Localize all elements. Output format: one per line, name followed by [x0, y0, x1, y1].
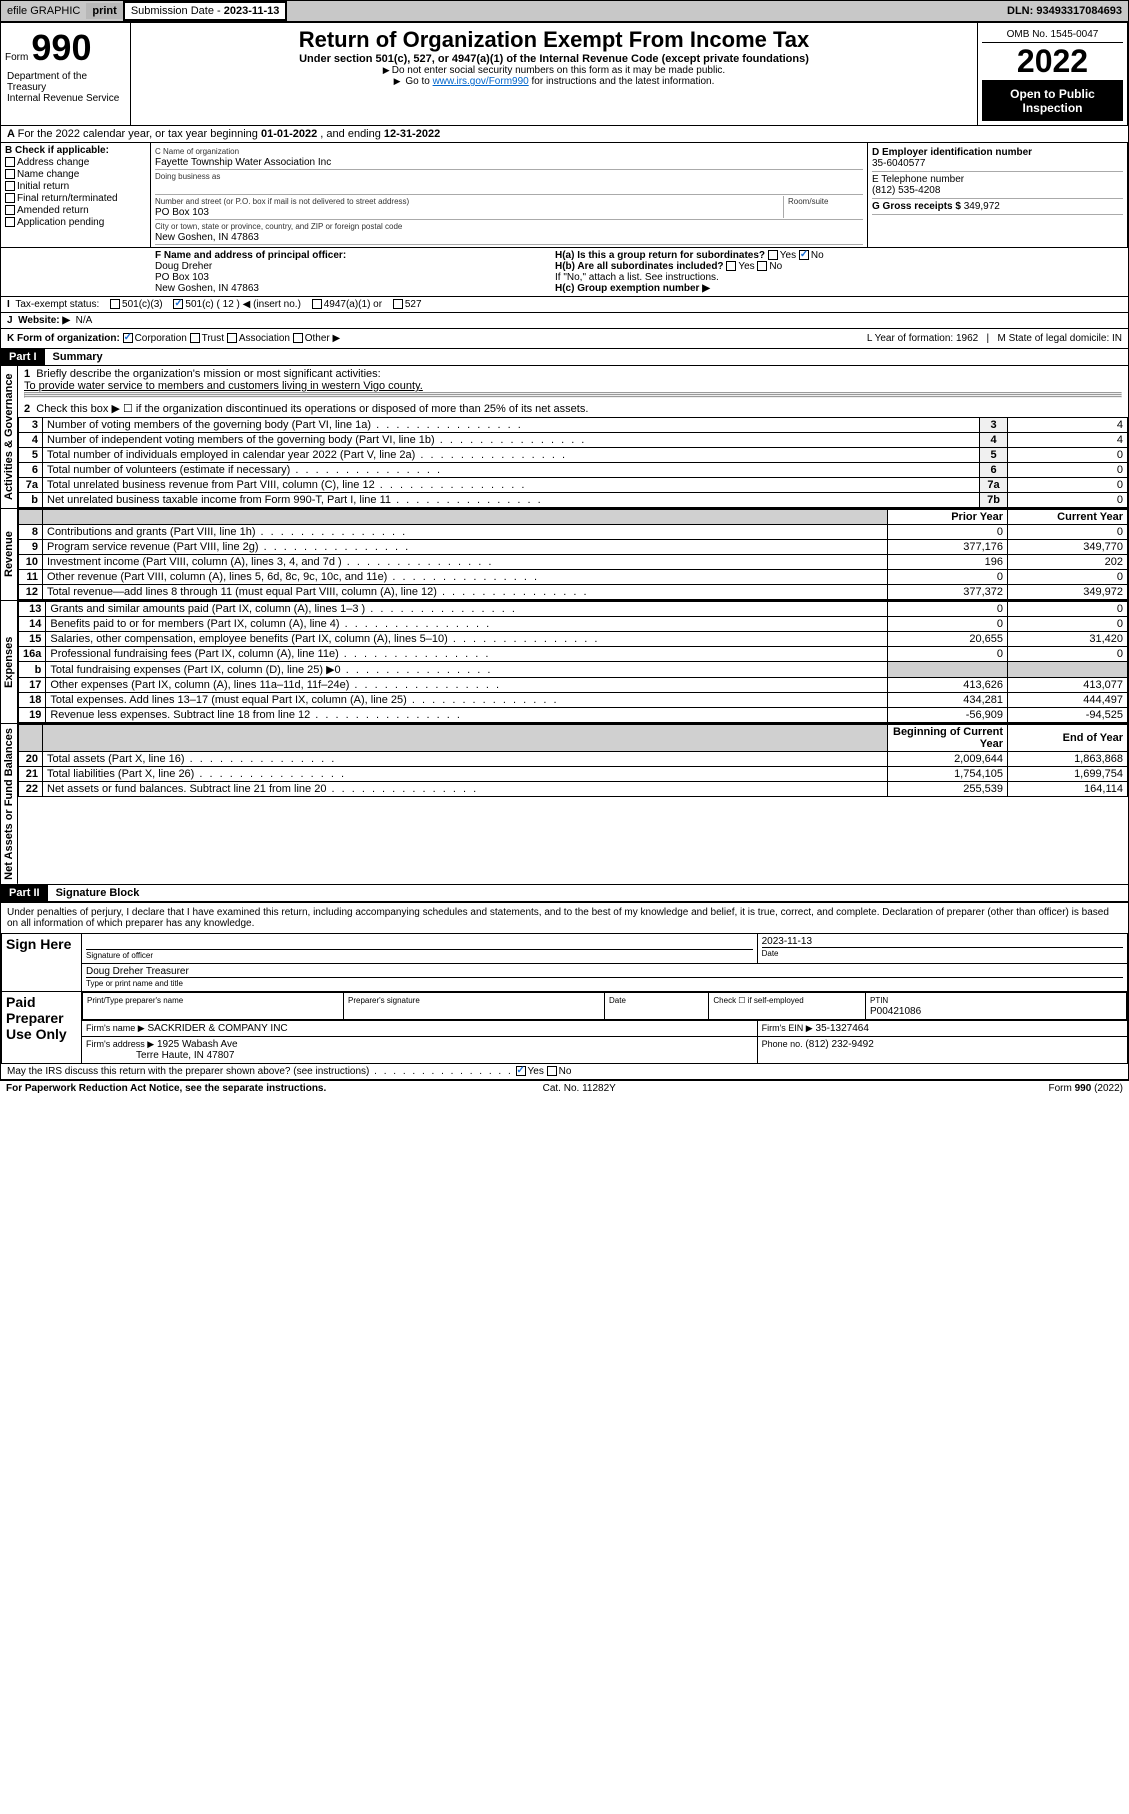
print-button[interactable]: print [86, 3, 122, 19]
goto-note: Go to www.irs.gov/Form990 for instructio… [135, 76, 973, 87]
gross-receipts: 349,972 [964, 201, 1000, 212]
side-revenue: Revenue [1, 509, 18, 600]
cb-discuss-no[interactable] [547, 1066, 557, 1076]
efile-label: efile GRAPHIC [1, 3, 86, 19]
mission-text: To provide water service to members and … [24, 380, 423, 392]
cb-other[interactable] [293, 333, 303, 343]
open-inspection: Open to Public Inspection [982, 81, 1123, 121]
section-bcd: B Check if applicable: Address change Na… [0, 143, 1129, 248]
section-klm: K Form of organization: Corporation Trus… [0, 329, 1129, 349]
cb-ha-yes[interactable] [768, 250, 778, 260]
section-c: C Name of organizationFayette Township W… [151, 143, 868, 247]
omb-number: OMB No. 1545-0047 [982, 27, 1123, 43]
form-title-box: Return of Organization Exempt From Incom… [131, 23, 978, 125]
signature-block: Under penalties of perjury, I declare th… [0, 902, 1129, 1080]
perjury-declaration: Under penalties of perjury, I declare th… [1, 903, 1128, 933]
table-net-assets: Beginning of Current YearEnd of Year 20T… [18, 724, 1128, 797]
cb-initial-return[interactable] [5, 181, 15, 191]
topbar: efile GRAPHIC print Submission Date - 20… [0, 0, 1129, 22]
officer-printed: Doug Dreher Treasurer [86, 966, 189, 977]
irs-link[interactable]: www.irs.gov/Form990 [433, 76, 529, 87]
tax-year: 2022 [982, 43, 1123, 81]
part2-header: Part II Signature Block [0, 885, 1129, 902]
year-formation: L Year of formation: 1962 [867, 333, 978, 344]
phone: (812) 535-4208 [872, 185, 940, 196]
section-j: J Website: ▶ N/A [0, 313, 1129, 329]
section-f: F Name and address of principal officer:… [151, 248, 551, 296]
cb-app-pending[interactable] [5, 217, 15, 227]
page-footer: For Paperwork Reduction Act Notice, see … [0, 1080, 1129, 1096]
section-fh: F Name and address of principal officer:… [0, 248, 1129, 297]
section-deg: D Employer identification number35-60405… [868, 143, 1128, 247]
cb-ha-no[interactable] [799, 250, 809, 260]
cb-assoc[interactable] [227, 333, 237, 343]
form-label: Form [5, 52, 28, 63]
section-i: I Tax-exempt status: 501(c)(3) 501(c) ( … [0, 297, 1129, 313]
dept-treasury: Department of the Treasury Internal Reve… [5, 69, 126, 106]
form-title: Return of Organization Exempt From Incom… [135, 27, 973, 53]
form-number: 990 [31, 27, 91, 68]
firm-phone: (812) 232-9492 [805, 1039, 873, 1050]
cb-corp[interactable] [123, 333, 133, 343]
form-header: Form 990 Department of the Treasury Inte… [0, 22, 1129, 126]
table-ag: 3Number of voting members of the governi… [18, 417, 1128, 508]
side-activities-governance: Activities & Governance [1, 366, 18, 508]
firm-ein: 35-1327464 [816, 1023, 869, 1034]
cb-hb-no[interactable] [757, 261, 767, 271]
street-address: PO Box 103 [155, 207, 209, 218]
state-domicile: M State of legal domicile: IN [998, 333, 1123, 344]
cb-name-change[interactable] [5, 169, 15, 179]
cb-501c[interactable] [173, 299, 183, 309]
firm-name: SACKRIDER & COMPANY INC [147, 1023, 287, 1034]
ssn-note: Do not enter social security numbers on … [135, 65, 973, 76]
city-state-zip: New Goshen, IN 47863 [155, 232, 259, 243]
org-name: Fayette Township Water Association Inc [155, 157, 331, 168]
website: N/A [76, 315, 93, 326]
section-h: H(a) Is this a group return for subordin… [551, 248, 1128, 296]
firm-addr: 1925 Wabash Ave [157, 1039, 238, 1050]
cb-hb-yes[interactable] [726, 261, 736, 271]
paid-preparer-label: Paid Preparer Use Only [2, 991, 82, 1063]
cb-527[interactable] [393, 299, 403, 309]
cb-trust[interactable] [190, 333, 200, 343]
form-subtitle: Under section 501(c), 527, or 4947(a)(1)… [135, 53, 973, 65]
ein: 35-6040577 [872, 158, 925, 169]
line-a: A For the 2022 calendar year, or tax yea… [0, 126, 1129, 143]
table-expenses: 13Grants and similar amounts paid (Part … [18, 601, 1128, 723]
submission-date: Submission Date - 2023-11-13 [123, 1, 288, 21]
cb-amended[interactable] [5, 205, 15, 215]
dln: DLN: 93493317084693 [1001, 3, 1128, 19]
cb-501c3[interactable] [110, 299, 120, 309]
sign-here-label: Sign Here [2, 933, 82, 991]
cb-address-change[interactable] [5, 157, 15, 167]
form-ref: Form 990 (2022) [1049, 1083, 1123, 1094]
cat-no: Cat. No. 11282Y [543, 1083, 616, 1094]
ptin: P00421086 [870, 1006, 921, 1017]
cb-4947[interactable] [312, 299, 322, 309]
cb-discuss-yes[interactable] [516, 1066, 526, 1076]
side-net-assets: Net Assets or Fund Balances [1, 724, 18, 884]
table-revenue: Prior YearCurrent Year 8Contributions an… [18, 509, 1128, 600]
part1-header: Part I Summary [0, 349, 1129, 366]
sig-date: 2023-11-13 [762, 936, 812, 947]
side-expenses: Expenses [1, 601, 18, 723]
officer-name: Doug Dreher [155, 261, 212, 272]
section-b: B Check if applicable: Address change Na… [1, 143, 151, 247]
form-number-box: Form 990 Department of the Treasury Inte… [1, 23, 131, 125]
cb-final-return[interactable] [5, 193, 15, 203]
year-box: OMB No. 1545-0047 2022 Open to Public In… [978, 23, 1128, 125]
